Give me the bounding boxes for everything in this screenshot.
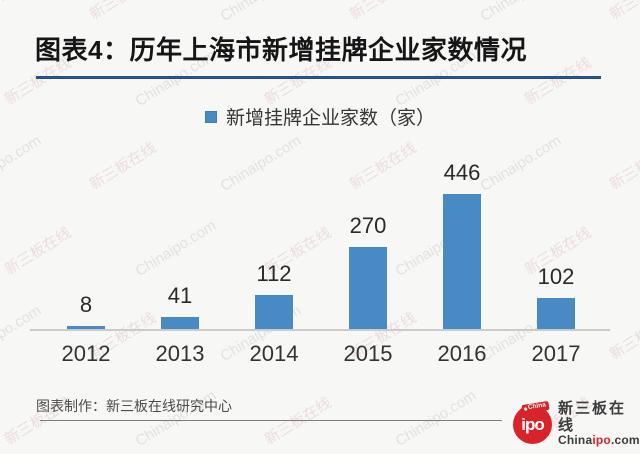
brand-domain-text: Chinaipo.com	[558, 433, 640, 447]
watermark-text: 新三板在线	[521, 54, 595, 109]
watermark-text: Chinaipo.com	[477, 0, 564, 25]
chinaipo-brand-logo: China ipo 新三板在线 Chinaipo.com	[513, 400, 640, 447]
title-underline-rule	[36, 76, 601, 79]
watermark-text: 新三板在线	[605, 0, 640, 24]
watermark-text: Chinaipo.com	[217, 0, 304, 25]
bar-2017	[537, 298, 575, 329]
legend-color-swatch	[204, 110, 217, 123]
x-axis-label-2017: 2017	[531, 341, 581, 366]
watermark-text: Chinaipo.com	[392, 386, 480, 451]
chart-title: 图表4：历年上海市新增挂牌企业家数情况	[35, 35, 527, 65]
x-axis-label-2014: 2014	[249, 341, 299, 366]
brand-domain-china: China	[558, 433, 593, 447]
bar-slot-2014: 112 2014	[227, 138, 321, 365]
bar-value-label-2013: 41	[167, 283, 193, 308]
watermark-text: 新三板在线	[606, 309, 640, 364]
bar-slot-2015: 270 2015	[321, 138, 415, 365]
bar-slot-2016: 446 2016	[415, 138, 509, 365]
x-axis-line	[30, 329, 610, 331]
bar-chart-plot-area: 8 2012 41 2013 112 2014 270 2015 446 2016 102 2017	[30, 138, 610, 365]
watermark-text: Chinaipo.com	[0, 0, 44, 25]
bar-slot-2013: 41 2013	[133, 138, 227, 365]
x-axis-label-2016: 2016	[437, 341, 487, 366]
watermark-text: 新三板在线	[606, 139, 640, 194]
bar-value-label-2017: 102	[537, 264, 575, 289]
bar-2012	[67, 326, 105, 329]
china-flag-badge: China	[521, 400, 550, 414]
bar-2014	[255, 295, 293, 329]
ipo-logo-text: ipo	[521, 414, 545, 434]
watermark-text: 新三板在线	[345, 0, 420, 24]
brand-domain-com: .com	[610, 433, 640, 447]
footer-divider-line	[40, 420, 502, 421]
bar-slot-2012: 8 2012	[39, 138, 133, 365]
x-axis-label-2015: 2015	[343, 341, 393, 366]
brand-name-chinese: 新三板在线	[558, 400, 627, 434]
bar-slot-2017: 102 2017	[509, 138, 603, 365]
bar-value-label-2012: 8	[79, 292, 93, 317]
bar-2015	[349, 247, 387, 329]
x-axis-label-2012: 2012	[61, 341, 111, 366]
chart-legend: 新增挂牌企业家数（家）	[0, 103, 640, 130]
legend-series-label: 新增挂牌企业家数（家）	[225, 108, 435, 129]
brand-wordmark: 新三板在线 Chinaipo.com	[558, 400, 640, 447]
chart-credit-text: 图表制作：新三板在线研究中心	[36, 398, 232, 414]
brand-domain-ipo: ipo	[592, 433, 611, 447]
bar-value-label-2014: 112	[256, 261, 292, 286]
bar-2013	[161, 317, 199, 329]
bar-value-label-2015: 270	[349, 213, 387, 238]
bar-2016	[443, 194, 481, 329]
x-axis-label-2013: 2013	[155, 341, 205, 366]
watermark-text: 新三板在线	[85, 0, 160, 24]
bar-value-label-2016: 446	[443, 160, 481, 185]
chinaipo-logo-circle: China ipo	[513, 400, 552, 444]
